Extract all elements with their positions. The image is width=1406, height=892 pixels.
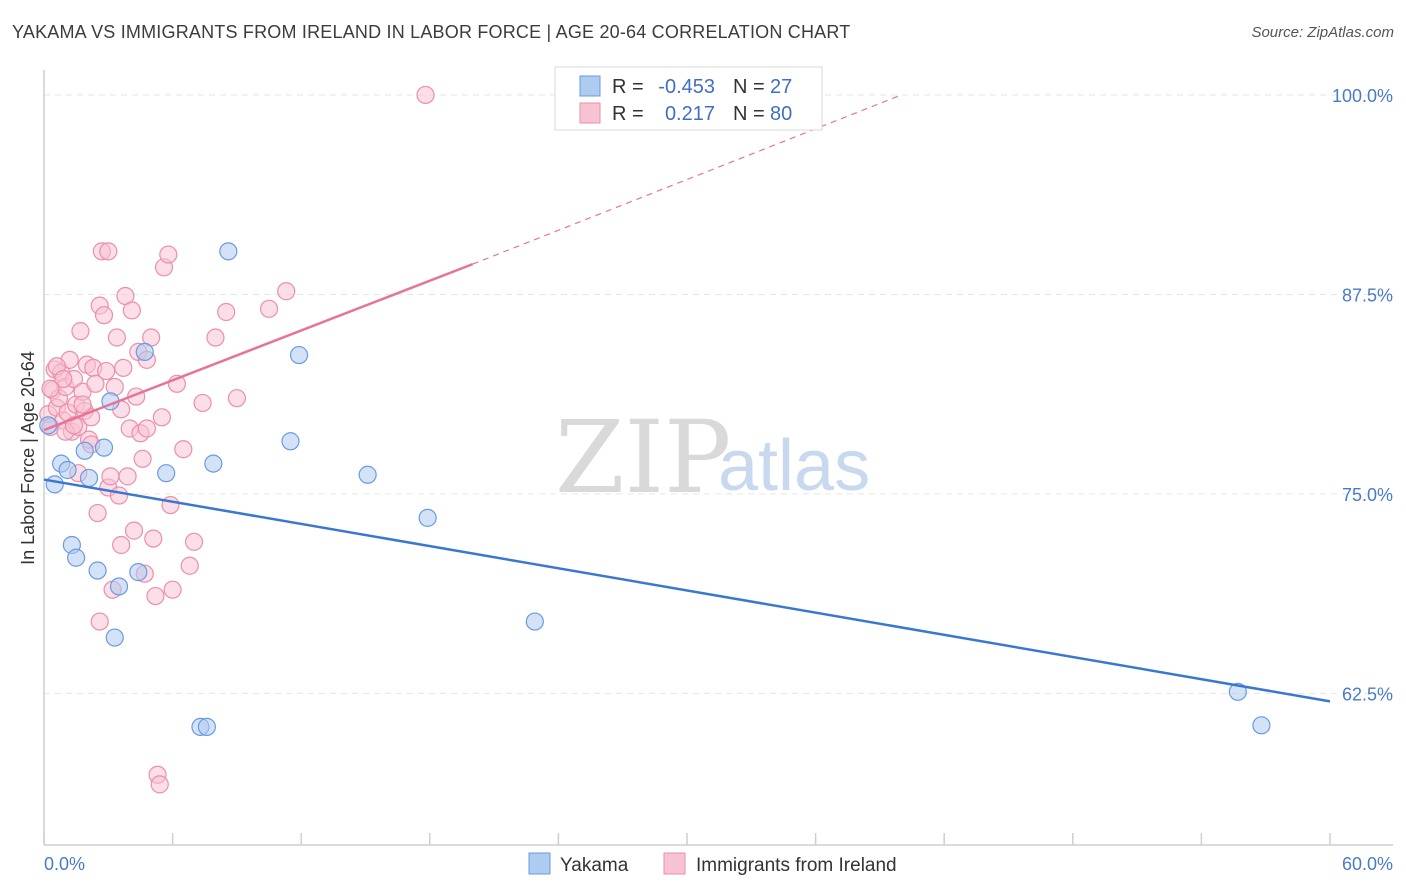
ireland-trend-line xyxy=(43,262,474,432)
yakama-point xyxy=(281,432,300,451)
y-tick-labels: 62.5% 75.0% 87.5% 100.0% xyxy=(1332,86,1393,704)
ireland-point xyxy=(217,302,236,322)
ireland-point xyxy=(150,775,169,794)
ireland-point xyxy=(180,556,199,575)
ireland-point xyxy=(259,299,279,318)
bottom-legend: Yakama Immigrants from Ireland xyxy=(528,852,897,876)
yakama-point xyxy=(88,561,107,580)
source-label: Source: ZipAtlas.com xyxy=(1251,24,1394,41)
gridlines xyxy=(44,94,1393,694)
yakama-point xyxy=(75,441,94,460)
bottom-legend-swatch-yakama xyxy=(528,852,551,875)
yakama-point xyxy=(94,438,114,457)
stats-legend: R = -0.453 N = 27 R = 0.217 N = 80 xyxy=(554,66,823,131)
watermark-atlas: atlas xyxy=(718,426,870,506)
yakama-point xyxy=(157,464,176,483)
x-tick-label-max: 60.0% xyxy=(1342,854,1393,874)
yakama-point xyxy=(1228,682,1247,701)
bottom-legend-label-ireland: Immigrants from Ireland xyxy=(696,855,897,876)
stats-r-value-ireland: 0.217 xyxy=(665,103,715,125)
y-axis-label: In Labor Force | Age 20-64 xyxy=(18,351,38,565)
ireland-point xyxy=(277,282,296,301)
x-ticks xyxy=(43,833,1331,845)
ireland-point xyxy=(206,328,225,347)
ireland-point xyxy=(88,503,107,523)
y-tick-label: 100.0% xyxy=(1332,86,1393,106)
ireland-point xyxy=(193,393,212,413)
bottom-legend-label-yakama: Yakama xyxy=(560,855,629,876)
ireland-point xyxy=(163,580,182,599)
stats-n-label-ireland: N = xyxy=(733,103,765,125)
series-ireland-points xyxy=(39,85,435,794)
bottom-legend-swatch-ireland xyxy=(663,852,686,875)
y-tick-label: 62.5% xyxy=(1342,684,1393,704)
yakama-point xyxy=(525,612,544,631)
ireland-point xyxy=(109,486,129,505)
yakama-point xyxy=(129,563,148,582)
ireland-point xyxy=(41,379,60,398)
ireland-point xyxy=(112,535,131,555)
yakama-point xyxy=(219,242,238,261)
yakama-point xyxy=(204,454,223,473)
y-tick-label: 75.0% xyxy=(1342,485,1393,505)
yakama-point xyxy=(67,548,86,567)
stats-n-value-ireland: 80 xyxy=(770,103,792,125)
stats-r-value-yakama: -0.453 xyxy=(658,76,715,98)
ireland-point xyxy=(54,369,73,389)
ireland-point xyxy=(114,358,133,377)
yakama-trend-line xyxy=(43,478,1331,703)
yakama-point xyxy=(418,508,437,527)
ireland-point xyxy=(174,440,193,459)
ireland-point xyxy=(97,361,116,381)
ireland-point xyxy=(124,521,144,540)
ireland-point xyxy=(86,374,105,393)
ireland-point xyxy=(107,328,126,347)
ireland-point xyxy=(416,85,435,105)
ireland-point xyxy=(122,301,141,320)
ireland-point xyxy=(137,419,156,438)
ireland-point xyxy=(227,389,246,408)
yakama-point xyxy=(109,577,129,596)
watermark-zip: ZIP xyxy=(555,399,731,516)
stats-r-label-yakama: R = xyxy=(612,76,644,98)
yakama-point xyxy=(1252,716,1271,735)
ireland-point xyxy=(184,532,204,551)
ireland-point xyxy=(71,322,90,341)
yakama-point xyxy=(197,717,216,737)
chart-title: YAKAMA VS IMMIGRANTS FROM IRELAND IN LAB… xyxy=(12,22,851,42)
trend-lines xyxy=(43,94,1331,703)
stats-r-label-ireland: R = xyxy=(612,103,644,125)
ireland-point xyxy=(133,449,152,468)
stats-legend-swatch-yakama xyxy=(579,75,601,97)
y-tick-label: 87.5% xyxy=(1342,285,1393,305)
yakama-point xyxy=(45,475,64,494)
yakama-point xyxy=(105,628,124,647)
ireland-point xyxy=(90,612,109,631)
yakama-point xyxy=(135,342,154,361)
yakama-point xyxy=(58,460,77,480)
ireland-point xyxy=(94,306,114,325)
yakama-point xyxy=(358,465,377,484)
x-tick-label-min: 0.0% xyxy=(44,854,85,874)
stats-n-label-yakama: N = xyxy=(733,76,765,98)
ireland-point xyxy=(101,467,120,486)
stats-n-value-yakama: 27 xyxy=(770,76,792,98)
ireland-point xyxy=(118,467,137,486)
ireland-point xyxy=(99,242,118,261)
ireland-point xyxy=(144,529,163,548)
ireland-point xyxy=(73,395,92,414)
axes xyxy=(43,70,1393,846)
yakama-point xyxy=(289,345,309,365)
ireland-point xyxy=(152,408,171,427)
stats-legend-swatch-ireland xyxy=(579,102,601,124)
ireland-point xyxy=(146,586,165,606)
ireland-point xyxy=(159,245,178,264)
yakama-point xyxy=(79,468,99,488)
series-yakama-points xyxy=(39,242,1271,737)
